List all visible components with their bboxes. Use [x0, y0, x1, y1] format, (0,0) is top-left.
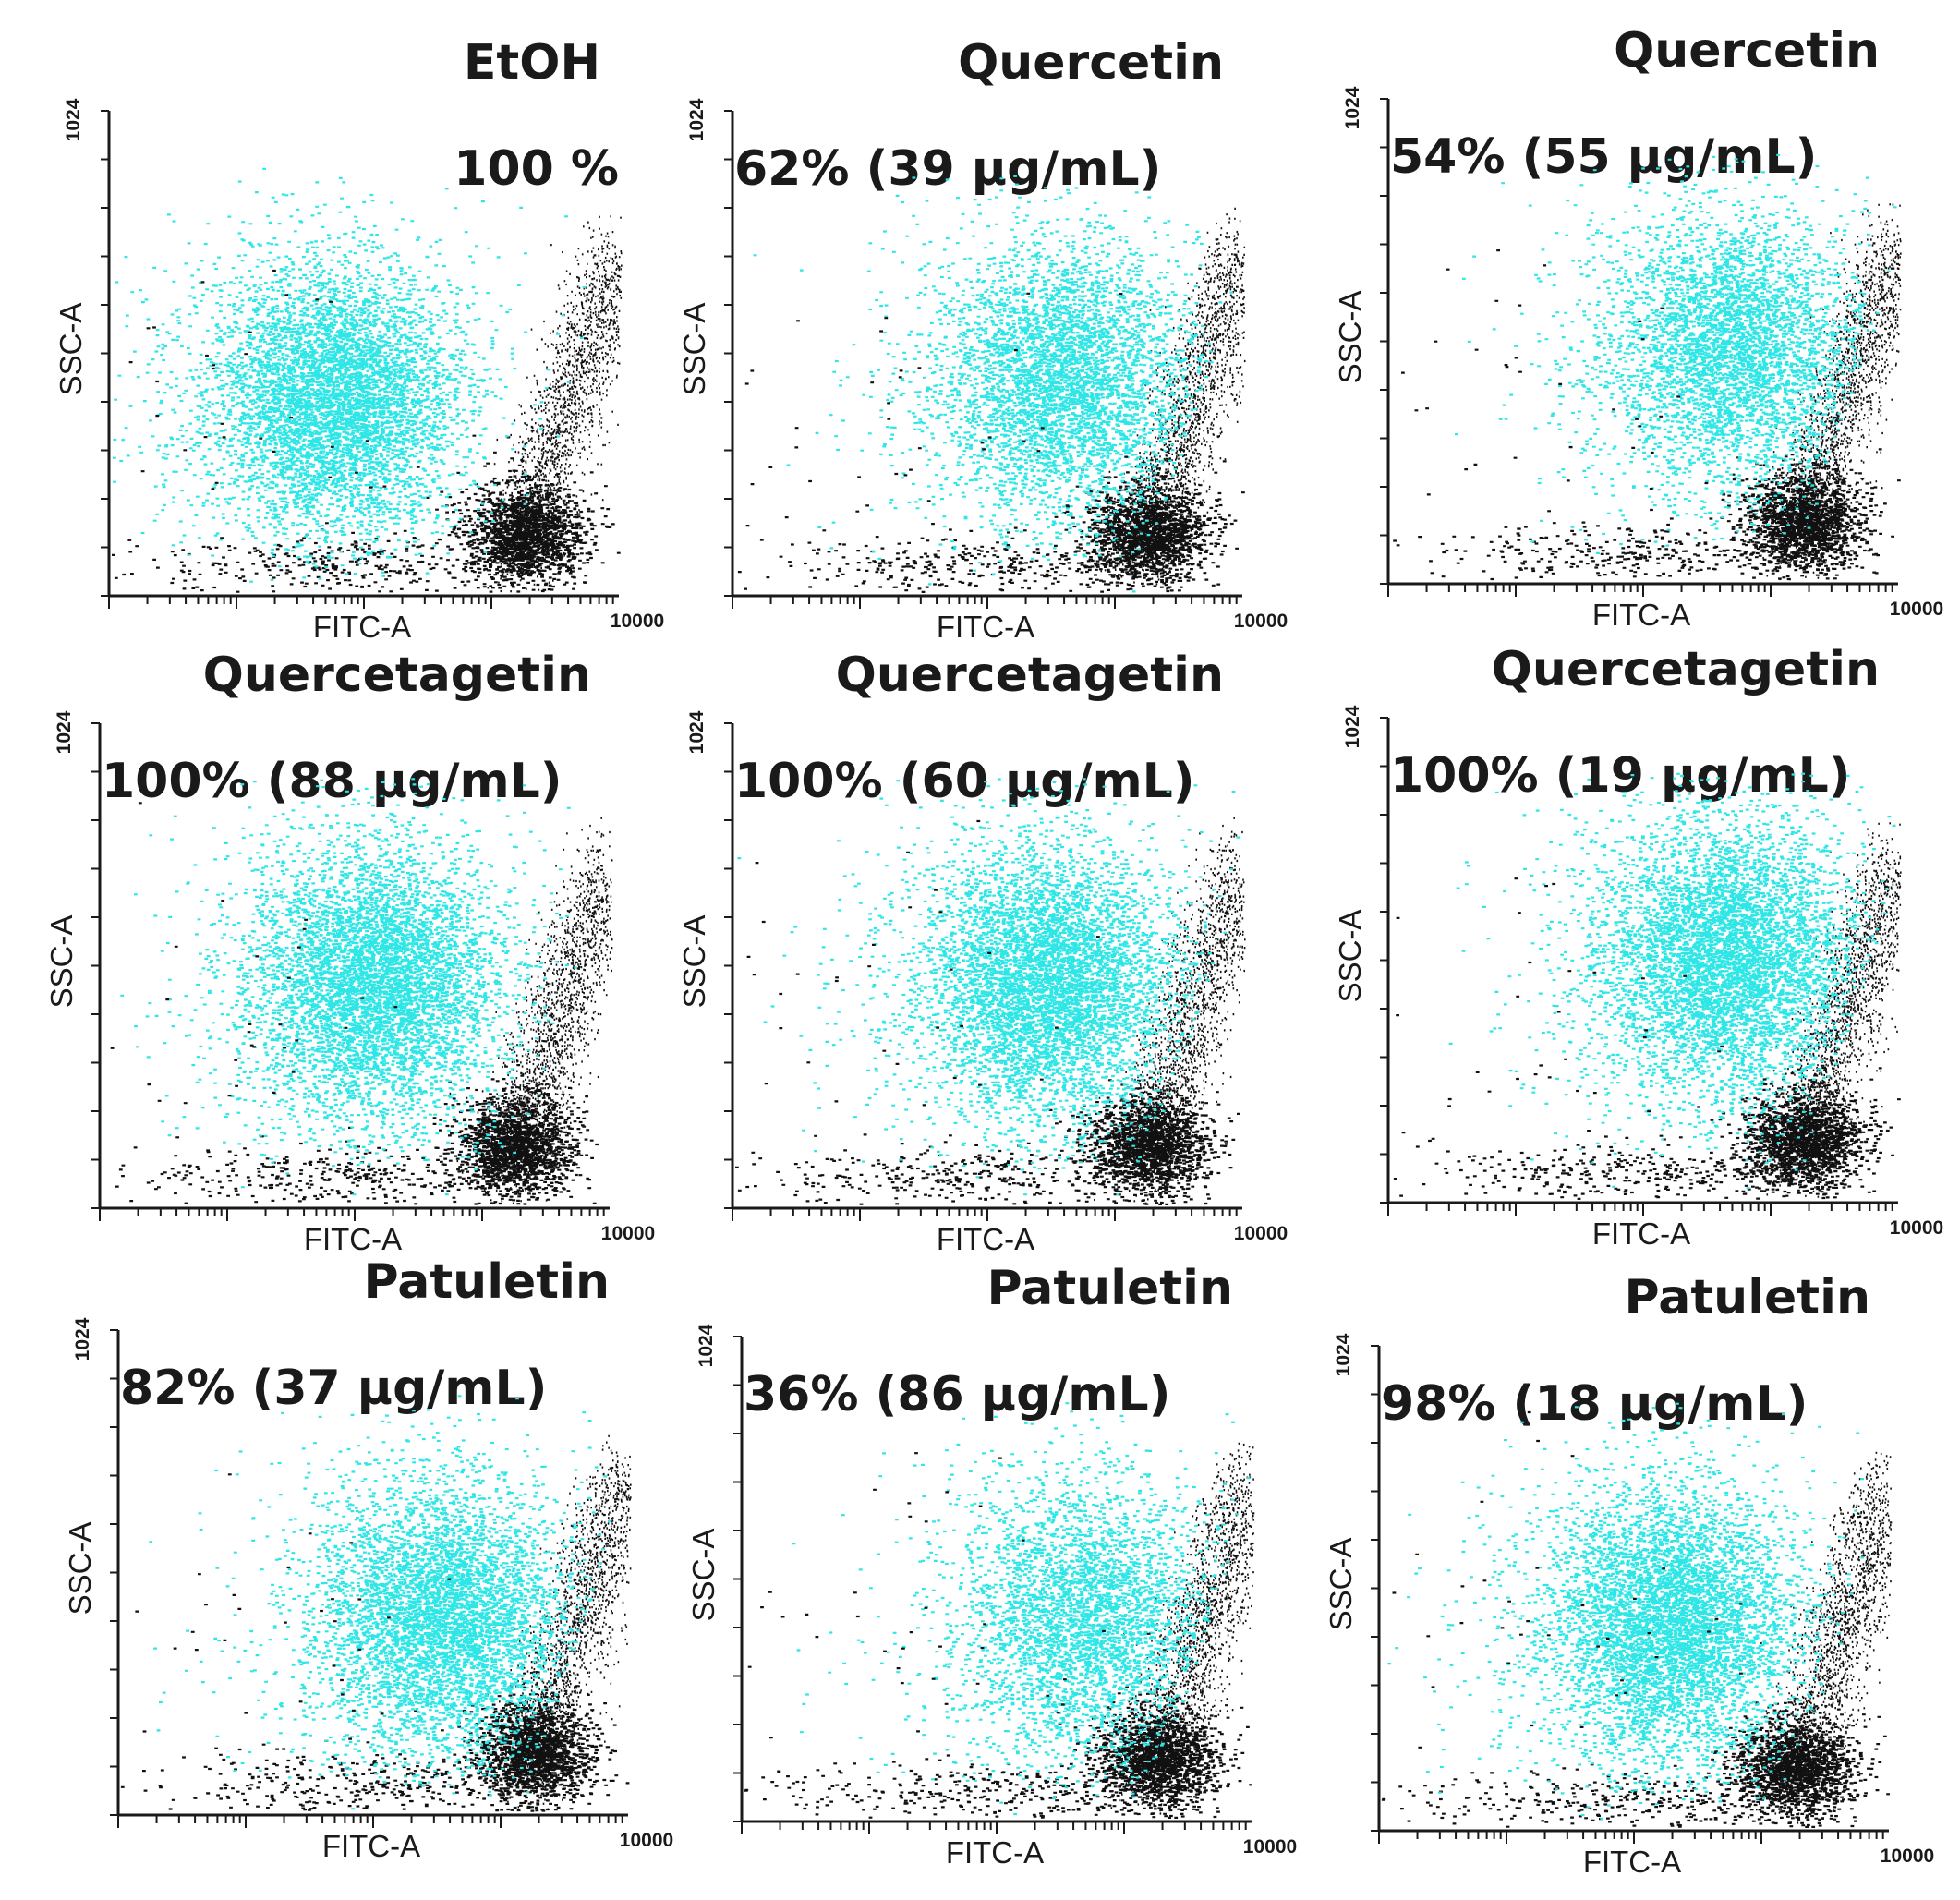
axes — [724, 722, 1242, 1221]
viability-label: 82% (37 μg/mL) — [120, 1361, 547, 1416]
y-axis-label: SSC-A — [677, 915, 711, 1009]
x-tick-max: 10000 — [611, 611, 664, 632]
event-dots — [744, 1402, 1255, 1819]
scatter-plot-7: Patuletin 82% (37 μg/mL) FITC-A SSC-A 10000 1… — [63, 1254, 673, 1863]
y-axis-label: SSC-A — [686, 1529, 720, 1622]
x-axis-label: FITC-A — [1592, 1216, 1690, 1251]
axes — [1371, 1345, 1889, 1844]
panel-title: Patuletin — [987, 1261, 1233, 1316]
y-axis-label: SSC-A — [1324, 1538, 1358, 1631]
axes — [91, 722, 610, 1221]
y-tick-max: 1024 — [1333, 1333, 1354, 1376]
panel-title: Patuletin — [1625, 1270, 1870, 1325]
x-tick-max: 10000 — [1890, 1217, 1943, 1239]
viability-label: 36% (86 μg/mL) — [744, 1367, 1170, 1422]
scatter-plot-5: Quercetagetin 100% (60 μg/mL) FITC-A SSC-A 1… — [677, 647, 1288, 1256]
panel-title: Quercetin — [1614, 23, 1880, 79]
scatter-plot-4: Quercetagetin 100% (88 μg/mL) FITC-A SSC-A 1… — [44, 647, 655, 1256]
x-axis-label: FITC-A — [313, 610, 411, 644]
viability-label: 100% (60 μg/mL) — [734, 754, 1195, 809]
y-tick-max: 1024 — [686, 98, 708, 141]
y-axis-label: SSC-A — [677, 303, 711, 396]
scatter-plot-2: Quercetin 62% (39 μg/mL) FITC-A SSC-A 10000 1… — [677, 35, 1288, 644]
event-dots — [1393, 772, 1902, 1200]
scatter-panel-5: Quercetagetin 100% (60 μg/mL) FITC-A SSC-A 1… — [623, 612, 1288, 1256]
x-axis-label: FITC-A — [937, 610, 1034, 644]
axes — [733, 1336, 1252, 1834]
axes — [724, 110, 1242, 609]
event-dots — [120, 1395, 632, 1812]
x-axis-label: FITC-A — [1583, 1845, 1681, 1879]
y-axis-label: SSC-A — [54, 303, 88, 396]
viability-label: 62% (39 μg/mL) — [734, 141, 1161, 197]
scatter-panel-3: Quercetin 54% (55 μg/mL) FITC-A SSC-A 10000 1… — [1279, 0, 1943, 632]
y-tick-max: 1024 — [54, 710, 75, 754]
scatter-panel-1: EtOH 100 % FITC-A SSC-A 10000 1024 — [0, 0, 664, 644]
event-dots — [1381, 1402, 1893, 1828]
x-axis-label: FITC-A — [304, 1222, 402, 1256]
y-tick-max: 1024 — [63, 98, 84, 141]
y-axis-label: SSC-A — [63, 1522, 97, 1616]
axes — [110, 1329, 628, 1828]
x-axis-label: FITC-A — [946, 1835, 1044, 1870]
panel-title: Quercetagetin — [203, 647, 591, 703]
y-tick-max: 1024 — [686, 710, 708, 754]
scatter-plot-9: Patuletin 98% (18 μg/mL) FITC-A SSC-A 10000 1… — [1324, 1270, 1934, 1879]
x-tick-max: 10000 — [601, 1223, 655, 1244]
scatter-plot-6: Quercetagetin 100% (19 μg/mL) FITC-A SSC-A 1… — [1333, 642, 1943, 1251]
scatter-panel-8: Patuletin 36% (86 μg/mL) FITC-A SSC-A 10000 1… — [633, 1226, 1297, 1870]
scatter-plot-1: EtOH 100 % FITC-A SSC-A 10000 1024 — [54, 35, 664, 644]
y-tick-max: 1024 — [1342, 705, 1363, 748]
panel-title: Quercetagetin — [836, 647, 1224, 703]
y-axis-label: SSC-A — [1333, 291, 1367, 384]
scatter-panel-2: Quercetin 62% (39 μg/mL) FITC-A SSC-A 10000 1… — [623, 0, 1288, 644]
y-axis-label: SSC-A — [1333, 910, 1367, 1003]
event-dots — [110, 778, 613, 1205]
axes — [101, 110, 619, 609]
y-tick-max: 1024 — [72, 1317, 93, 1361]
x-tick-max: 10000 — [620, 1830, 673, 1851]
x-tick-max: 10000 — [1243, 1836, 1297, 1858]
viability-label: 100% (88 μg/mL) — [102, 754, 563, 809]
y-axis-label: SSC-A — [44, 915, 79, 1009]
scatter-panel-7: Patuletin 82% (37 μg/mL) FITC-A SSC-A 10000 1… — [9, 1219, 673, 1863]
x-axis-label: FITC-A — [1592, 598, 1690, 632]
axes — [1380, 717, 1898, 1216]
panel-title: Quercetin — [958, 35, 1224, 91]
scatter-panel-6: Quercetagetin 100% (19 μg/mL) FITC-A SSC-A 1… — [1279, 607, 1943, 1251]
viability-label: 100% (19 μg/mL) — [1390, 748, 1851, 804]
panel-title: Patuletin — [364, 1254, 610, 1310]
event-dots — [737, 175, 1246, 593]
panel-title: Quercetagetin — [1492, 642, 1880, 697]
panel-title: EtOH — [464, 35, 600, 91]
viability-label: 98% (18 μg/mL) — [1381, 1376, 1808, 1432]
x-axis-label: FITC-A — [937, 1222, 1034, 1256]
event-dots — [1393, 153, 1902, 581]
event-dots — [735, 778, 1246, 1205]
scatter-panel-9: Patuletin 98% (18 μg/mL) FITC-A SSC-A 10000 1… — [1270, 1235, 1934, 1879]
x-tick-max: 10000 — [1234, 1223, 1288, 1244]
y-tick-max: 1024 — [1342, 86, 1363, 129]
viability-label: 100 % — [454, 141, 619, 197]
scatter-plot-8: Patuletin 36% (86 μg/mL) FITC-A SSC-A 10000 1… — [686, 1261, 1297, 1870]
x-tick-max: 10000 — [1234, 611, 1288, 632]
event-dots — [112, 167, 623, 593]
axes — [1380, 98, 1898, 597]
x-tick-max: 10000 — [1890, 599, 1943, 620]
viability-label: 54% (55 μg/mL) — [1390, 129, 1817, 185]
y-tick-max: 1024 — [696, 1324, 717, 1367]
x-tick-max: 10000 — [1881, 1846, 1934, 1867]
scatter-plot-3: Quercetin 54% (55 μg/mL) FITC-A SSC-A 10000 1… — [1333, 23, 1943, 632]
x-axis-label: FITC-A — [322, 1829, 420, 1863]
scatter-panel-4: Quercetagetin 100% (88 μg/mL) FITC-A SSC-A 1… — [0, 612, 655, 1256]
